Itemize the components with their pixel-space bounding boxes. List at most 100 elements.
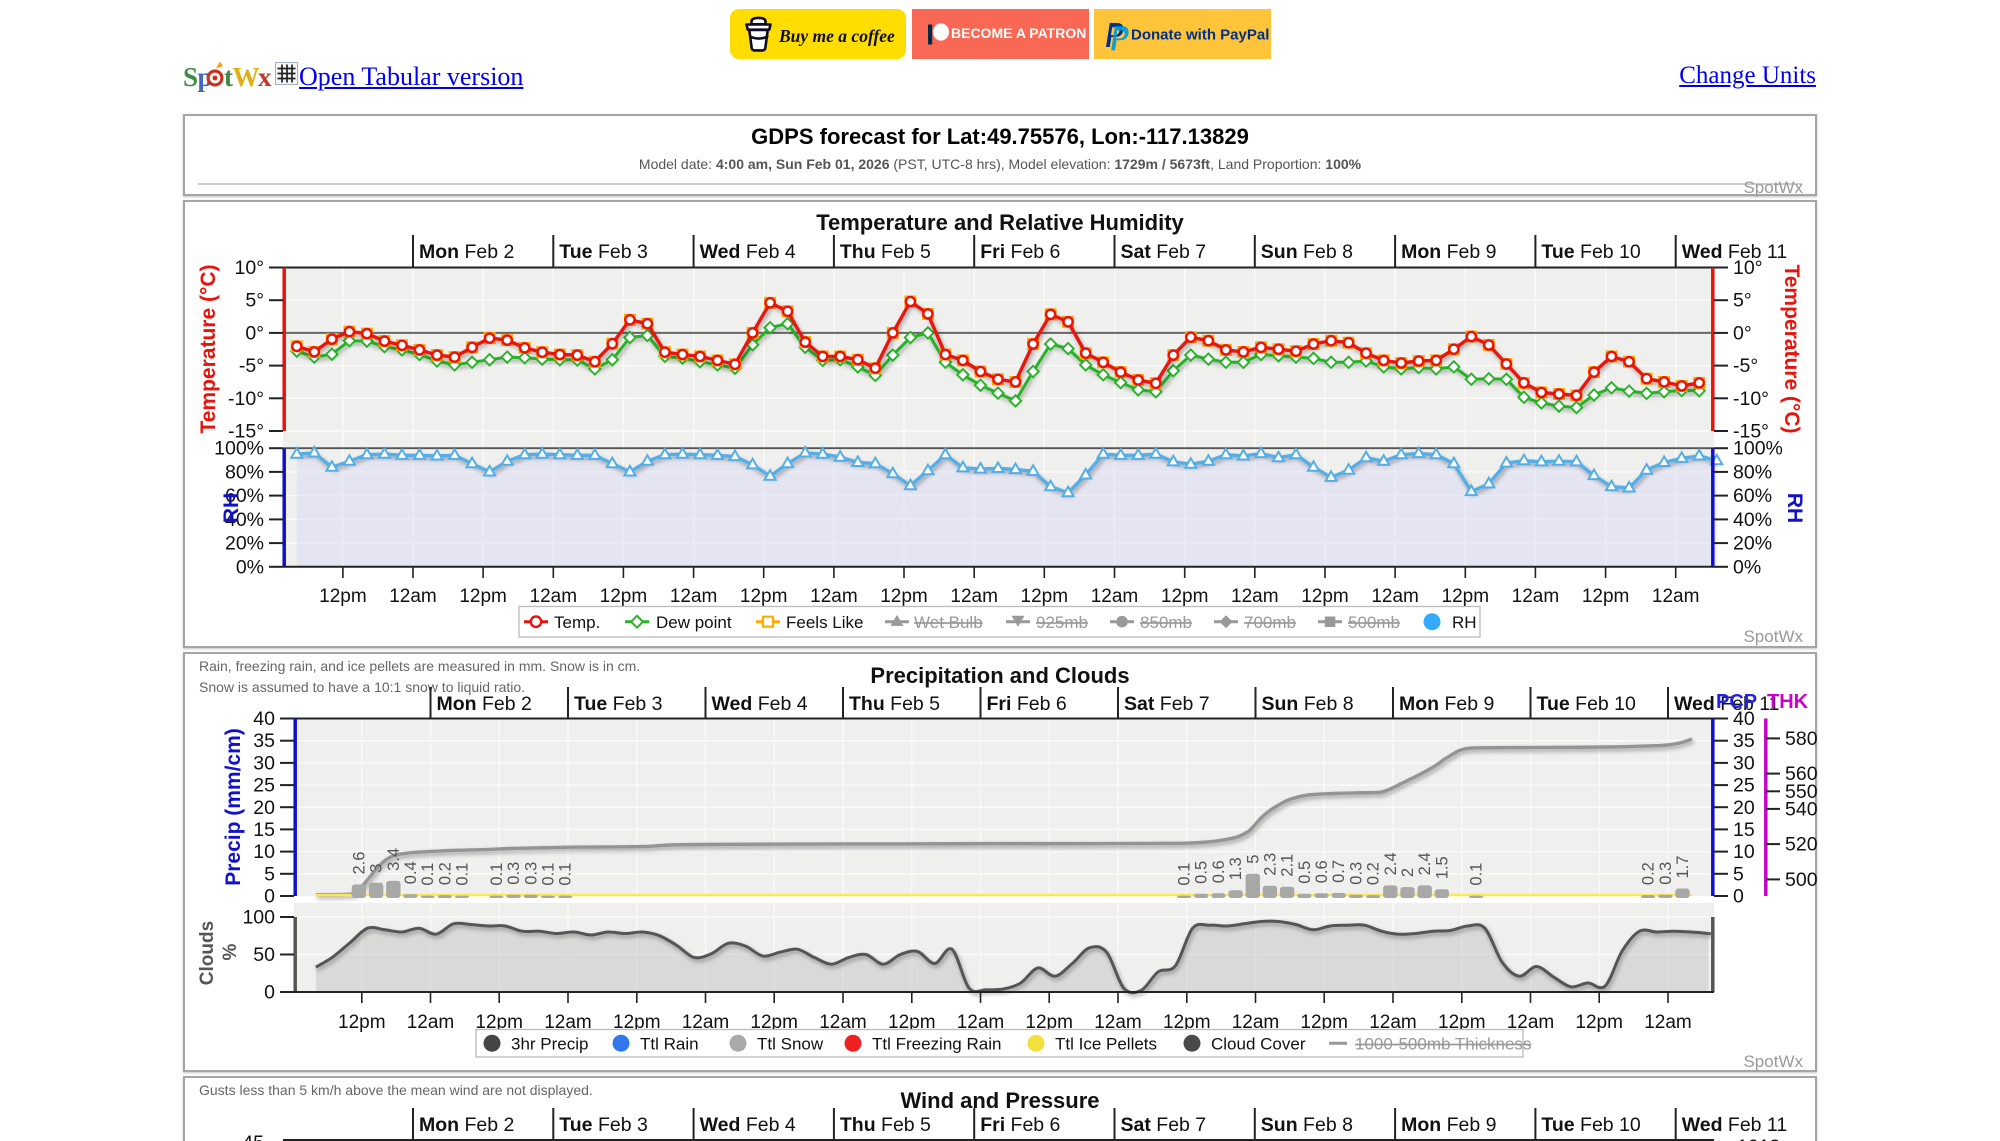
svg-text:0: 0 (264, 886, 275, 908)
svg-text:0.1: 0.1 (488, 863, 506, 886)
svg-text:Tue Feb 10: Tue Feb 10 (1537, 693, 1637, 715)
svg-text:-5°: -5° (239, 355, 264, 377)
svg-text:0.1: 0.1 (1176, 863, 1194, 886)
svg-text:12am: 12am (1652, 586, 1700, 607)
svg-text:12pm: 12pm (475, 1012, 523, 1033)
svg-text:-10°: -10° (228, 388, 264, 410)
svg-text:0.3: 0.3 (1347, 862, 1365, 885)
svg-text:0.1: 0.1 (1468, 863, 1486, 886)
svg-text:Tue Feb 10: Tue Feb 10 (1541, 1114, 1641, 1136)
svg-text:40%: 40% (1733, 509, 1772, 531)
svg-text:12am: 12am (670, 586, 718, 607)
svg-text:5°: 5° (245, 290, 264, 312)
svg-text:10°: 10° (235, 257, 265, 279)
svg-text:0%: 0% (1733, 556, 1761, 578)
svg-text:0.7: 0.7 (1330, 860, 1348, 883)
svg-text:Wet Bulb: Wet Bulb (914, 613, 983, 632)
svg-text:60%: 60% (1733, 485, 1772, 507)
svg-text:12pm: 12pm (1163, 1012, 1211, 1033)
svg-text:10: 10 (253, 841, 275, 863)
svg-text:500mb: 500mb (1348, 613, 1400, 632)
svg-text:Mon Feb 9: Mon Feb 9 (1401, 1114, 1496, 1136)
svg-text:25: 25 (253, 775, 275, 797)
svg-text:15: 15 (253, 819, 275, 841)
svg-text:-10°: -10° (1733, 388, 1769, 410)
svg-text:Thu Feb 5: Thu Feb 5 (849, 693, 940, 715)
svg-text:BECOME A PATRON: BECOME A PATRON (951, 25, 1086, 41)
svg-text:2.3: 2.3 (1261, 853, 1279, 876)
svg-text:5: 5 (264, 863, 275, 885)
svg-text:Sat Feb 7: Sat Feb 7 (1121, 241, 1207, 263)
svg-text:12am: 12am (530, 586, 578, 607)
svg-text:Ttl Rain: Ttl Rain (640, 1035, 699, 1054)
svg-text:Mon Feb 2: Mon Feb 2 (437, 693, 532, 715)
svg-text:0.1: 0.1 (557, 863, 575, 886)
svg-text:3.4: 3.4 (385, 848, 403, 871)
svg-text:%: % (220, 943, 241, 960)
svg-text:PCP: PCP (1716, 691, 1757, 713)
svg-text:Fri Feb 6: Fri Feb 6 (980, 241, 1060, 263)
svg-text:Wed Feb 11: Wed Feb 11 (1682, 241, 1788, 263)
svg-text:THK: THK (1767, 691, 1809, 713)
svg-text:12am: 12am (1091, 586, 1139, 607)
svg-text:Wed Feb 11: Wed Feb 11 (1682, 1114, 1788, 1136)
svg-text:Cloud Cover: Cloud Cover (1211, 1035, 1306, 1054)
svg-text:Ttl Ice Pellets: Ttl Ice Pellets (1055, 1035, 1157, 1054)
svg-text:Precip (mm/cm): Precip (mm/cm) (222, 728, 245, 886)
svg-text:Tue Feb 3: Tue Feb 3 (574, 693, 663, 715)
svg-text:0.2: 0.2 (1365, 862, 1383, 885)
svg-text:10°: 10° (1733, 257, 1763, 279)
svg-text:Sun Feb 8: Sun Feb 8 (1262, 693, 1354, 715)
svg-text:12pm: 12pm (750, 1012, 798, 1033)
svg-text:Mon Feb 2: Mon Feb 2 (419, 1114, 514, 1136)
svg-text:12am: 12am (957, 1012, 1005, 1033)
svg-text:Mon Feb 9: Mon Feb 9 (1399, 693, 1494, 715)
svg-text:Thu Feb 5: Thu Feb 5 (840, 1114, 931, 1136)
svg-text:0°: 0° (1733, 322, 1752, 344)
svg-text:40%: 40% (225, 509, 264, 531)
svg-text:0.4: 0.4 (402, 861, 420, 884)
svg-text:45: 45 (242, 1132, 264, 1141)
svg-text:RH: RH (1452, 613, 1477, 632)
svg-text:Mon Feb 2: Mon Feb 2 (419, 241, 514, 263)
svg-text:Ttl Snow: Ttl Snow (757, 1035, 824, 1054)
svg-text:0.3: 0.3 (1657, 862, 1675, 885)
svg-text:60%: 60% (225, 485, 264, 507)
svg-text:100: 100 (242, 907, 275, 929)
svg-text:Thu Feb 5: Thu Feb 5 (840, 241, 931, 263)
svg-text:1.7: 1.7 (1674, 856, 1692, 879)
svg-text:Temperature (°C): Temperature (°C) (1780, 264, 1803, 433)
svg-text:Wed Feb 4: Wed Feb 4 (700, 1114, 796, 1136)
svg-text:Dew point: Dew point (656, 613, 732, 632)
svg-text:40: 40 (253, 708, 275, 730)
svg-text:0.3: 0.3 (522, 862, 540, 885)
svg-text:5°: 5° (1733, 290, 1752, 312)
svg-text:0.2: 0.2 (1640, 862, 1658, 885)
svg-text:0°: 0° (245, 322, 264, 344)
svg-text:12am: 12am (819, 1012, 867, 1033)
svg-text:-5°: -5° (1733, 355, 1758, 377)
svg-text:10: 10 (1733, 841, 1755, 863)
svg-text:12pm: 12pm (1438, 1012, 1486, 1033)
svg-text:Tue Feb 10: Tue Feb 10 (1541, 241, 1641, 263)
svg-text:540: 540 (1785, 798, 1818, 820)
svg-text:12am: 12am (1231, 586, 1279, 607)
svg-text:Mon Feb 9: Mon Feb 9 (1401, 241, 1496, 263)
svg-text:80%: 80% (1733, 461, 1772, 483)
svg-text:3: 3 (368, 864, 386, 873)
svg-text:2.4: 2.4 (1382, 852, 1400, 875)
svg-text:0: 0 (264, 982, 275, 1004)
svg-text:Buy me a coffee: Buy me a coffee (778, 26, 895, 46)
svg-text:3hr Precip: 3hr Precip (511, 1035, 588, 1054)
svg-text:12pm: 12pm (880, 586, 928, 607)
svg-text:0.6: 0.6 (1313, 860, 1331, 883)
svg-text:0.5: 0.5 (1296, 861, 1314, 884)
svg-text:12am: 12am (1369, 1012, 1417, 1033)
svg-text:0%: 0% (236, 556, 264, 578)
svg-text:12am: 12am (544, 1012, 592, 1033)
svg-text:0: 0 (1733, 886, 1744, 908)
svg-text:5: 5 (1733, 863, 1744, 885)
svg-text:12pm: 12pm (1300, 1012, 1348, 1033)
svg-text:100%: 100% (214, 438, 264, 460)
